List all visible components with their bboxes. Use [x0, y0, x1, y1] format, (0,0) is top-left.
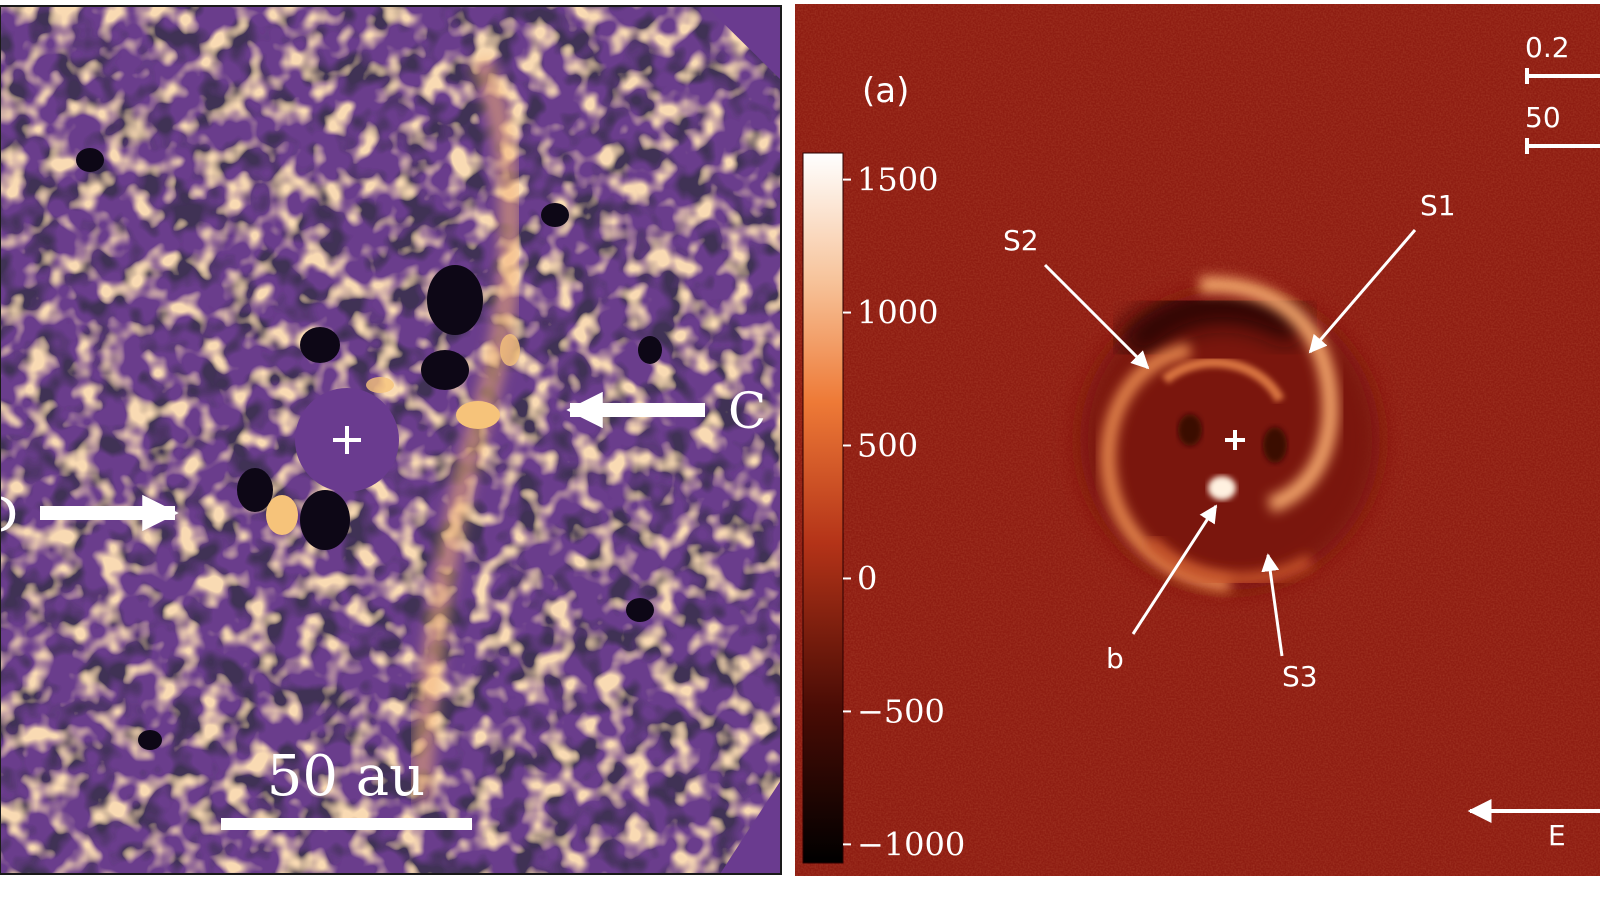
spiral-s3 — [1145, 535, 1314, 585]
colorbar-tick-label: −1000 — [857, 825, 965, 863]
right-star-marker — [1225, 430, 1245, 450]
physical-scale-label: 50 — [1525, 101, 1561, 134]
left-dark-blobs — [76, 148, 662, 750]
right-panel: (a) S1 S2 S3 b 0.2 50 E 1500 1000 500 0 −500… — [795, 4, 1600, 876]
label-b: b — [1106, 642, 1124, 675]
left-scale-bar-label: 50 au — [267, 744, 426, 809]
label-s3: S3 — [1282, 660, 1318, 693]
arrow-s2 — [1043, 263, 1150, 370]
colorbar: 1500 1000 500 0 −500 −1000 — [802, 152, 965, 864]
colorbar-tick-label: −500 — [857, 692, 945, 730]
corner-mask-bottom-right — [720, 780, 781, 874]
star-position-marker — [333, 426, 361, 454]
left-panel-frame — [0, 5, 782, 875]
arrow-label-d: D — [0, 486, 18, 544]
label-s1: S1 — [1420, 189, 1456, 222]
panel-label: (a) — [862, 71, 909, 111]
colorbar-gradient — [803, 153, 843, 863]
arrow-b — [1131, 504, 1218, 635]
left-panel: C D 50 au — [0, 6, 781, 874]
corner-mask-top-right — [706, 6, 781, 80]
colorbar-tick-label: 500 — [857, 427, 918, 465]
physical-scale-bar — [1525, 138, 1600, 154]
colorbar-tick-label: 1000 — [857, 294, 938, 332]
spiral-s1 — [1199, 276, 1339, 513]
colorbar-tick-label: 1500 — [857, 161, 938, 199]
arrow-label-c: C — [728, 382, 766, 440]
angular-scale-bar — [1525, 68, 1600, 84]
colorbar-frame — [802, 152, 844, 864]
left-scale-bar — [221, 818, 472, 830]
spiral-s2 — [1101, 343, 1231, 592]
label-s2: S2 — [1003, 224, 1039, 257]
arrow-s3 — [1261, 553, 1284, 657]
colorbar-tick-label: 0 — [857, 559, 877, 597]
arrow-s1 — [1308, 229, 1417, 354]
colorbar-ticks: 1500 1000 500 0 −500 −1000 — [843, 161, 965, 863]
angular-scale-label: 0.2 — [1525, 31, 1570, 64]
left-bright-clumps — [266, 334, 520, 535]
east-label: E — [1548, 819, 1566, 852]
